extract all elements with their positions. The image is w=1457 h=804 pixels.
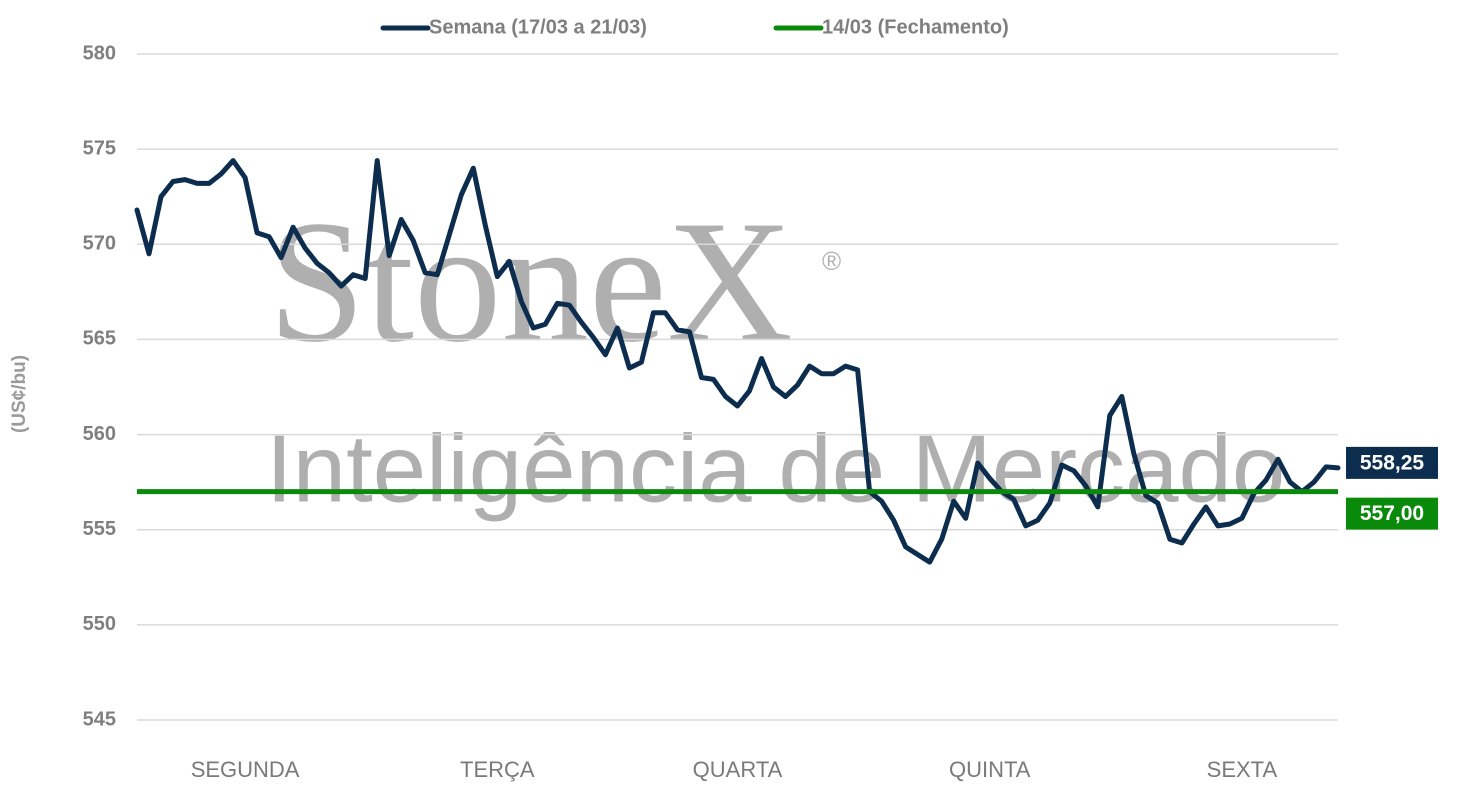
y-axis-label: (US¢/bu) bbox=[9, 355, 30, 433]
y-tick-label: 575 bbox=[83, 137, 116, 159]
y-tick-label: 560 bbox=[83, 423, 116, 445]
y-tick-label: 570 bbox=[83, 233, 116, 255]
end-label-box bbox=[1346, 497, 1438, 530]
end-label: 558,25 bbox=[1360, 451, 1425, 474]
watermark: StoneX ® Inteligência de Mercado bbox=[266, 184, 1285, 522]
watermark-tagline: Inteligência de Mercado bbox=[266, 415, 1285, 522]
y-tick-label: 545 bbox=[83, 708, 116, 730]
legend-label: 14/03 (Fechamento) bbox=[822, 16, 1009, 38]
y-tick-label: 550 bbox=[83, 613, 116, 635]
y-tick-label: 565 bbox=[83, 328, 116, 350]
x-tick-label: SEXTA bbox=[1207, 757, 1278, 782]
data-line bbox=[134, 158, 1341, 565]
x-tick-label: TERÇA bbox=[460, 757, 535, 782]
watermark-registered: ® bbox=[822, 246, 841, 276]
end-label: 557,00 bbox=[1360, 502, 1424, 525]
y-tick-label: 555 bbox=[83, 518, 116, 540]
legend-label: Semana (17/03 a 21/03) bbox=[429, 16, 647, 38]
end-label-box bbox=[1346, 446, 1438, 479]
watermark-brand: StoneX bbox=[268, 184, 793, 378]
x-tick-label: SEGUNDA bbox=[191, 757, 300, 782]
y-tick-label: 580 bbox=[83, 42, 116, 64]
x-tick-label: QUARTA bbox=[693, 757, 783, 782]
x-tick-label: QUINTA bbox=[949, 757, 1031, 782]
